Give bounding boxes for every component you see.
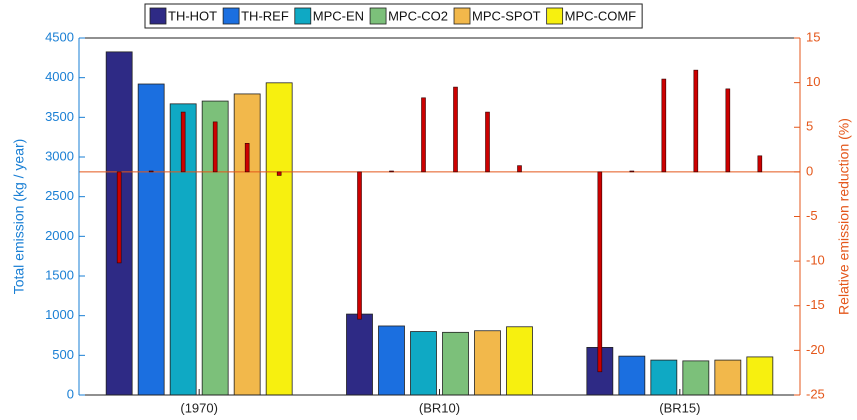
reduction-bar (212, 121, 218, 173)
reduction-bar (517, 165, 522, 173)
reduction-bar (485, 111, 490, 173)
legend-swatch (546, 7, 564, 25)
y2-tick-label: 15 (806, 29, 820, 44)
legend-label: MPC-SPOT (472, 8, 541, 23)
bar (442, 331, 469, 396)
legend-swatch (222, 7, 240, 25)
y-tick-label: 500 (52, 347, 74, 362)
y-tick-label: 2500 (45, 188, 74, 203)
bar (137, 83, 165, 396)
reduction-bar (180, 111, 186, 173)
reduction-bar (629, 170, 635, 173)
reduction-bar (116, 171, 122, 264)
bar (682, 360, 710, 396)
reduction-bar (276, 171, 282, 176)
bar (650, 359, 678, 396)
y-tick-label: 0 (67, 386, 74, 401)
reduction-bar (757, 155, 763, 173)
y-axis-label: Total emission (kg / year) (11, 139, 27, 295)
x-tick-label: (BR10) (419, 400, 460, 415)
bar (474, 330, 501, 396)
x-tick-label: (1970) (180, 400, 218, 415)
bar (746, 356, 774, 396)
bar (714, 359, 742, 396)
legend-swatch (453, 7, 471, 25)
bar (378, 325, 405, 396)
bar (265, 82, 293, 396)
reduction-bar (389, 170, 394, 173)
y-tick-label: 1000 (45, 307, 74, 322)
reduction-bar (244, 143, 250, 173)
legend-swatch (294, 7, 312, 25)
bar (233, 93, 261, 396)
legend: TH-HOT TH-REF MPC-EN MPC-CO2 MPC-SPOT MPC-COM… (144, 3, 643, 29)
bar (618, 355, 646, 396)
reduction-bar (421, 97, 426, 173)
reduction-bar (661, 78, 667, 173)
y-tick-label: 3000 (45, 148, 74, 163)
y2-tick-label: -10 (806, 253, 825, 268)
y-tick-label: 1500 (45, 267, 74, 282)
y-tick-label: 2000 (45, 228, 74, 243)
y-tick-label: 4500 (45, 29, 74, 44)
y2-axis-label: Relative emission reduction (%) (836, 118, 852, 315)
y2-tick-label: -25 (806, 386, 825, 401)
y2-tick-label: -15 (806, 297, 825, 312)
legend-label: MPC-CO2 (388, 8, 448, 23)
y2-tick-label: -5 (806, 208, 818, 223)
legend-label: MPC-COMF (565, 8, 637, 23)
reduction-bar (357, 171, 362, 320)
bar (410, 331, 437, 396)
legend-label: TH-HOT (168, 8, 217, 23)
y2-tick-label: 10 (806, 74, 820, 89)
y2-tick-label: -20 (806, 342, 825, 357)
bar (506, 326, 533, 396)
reduction-bar (725, 88, 731, 173)
y-tick-label: 4000 (45, 69, 74, 84)
x-tick-label: (BR15) (659, 400, 700, 415)
legend-label: MPC-EN (313, 8, 364, 23)
y2-tick-label: 5 (806, 119, 813, 134)
reduction-bar (148, 170, 154, 173)
reduction-bar (597, 171, 603, 373)
legend-label: TH-REF (241, 8, 289, 23)
legend-swatch (149, 7, 167, 25)
y2-tick-label: 0 (806, 163, 813, 178)
bar (346, 313, 373, 396)
legend-swatch (369, 7, 387, 25)
reduction-bar (693, 69, 699, 173)
reduction-bar (453, 86, 458, 173)
y-tick-label: 3500 (45, 109, 74, 124)
